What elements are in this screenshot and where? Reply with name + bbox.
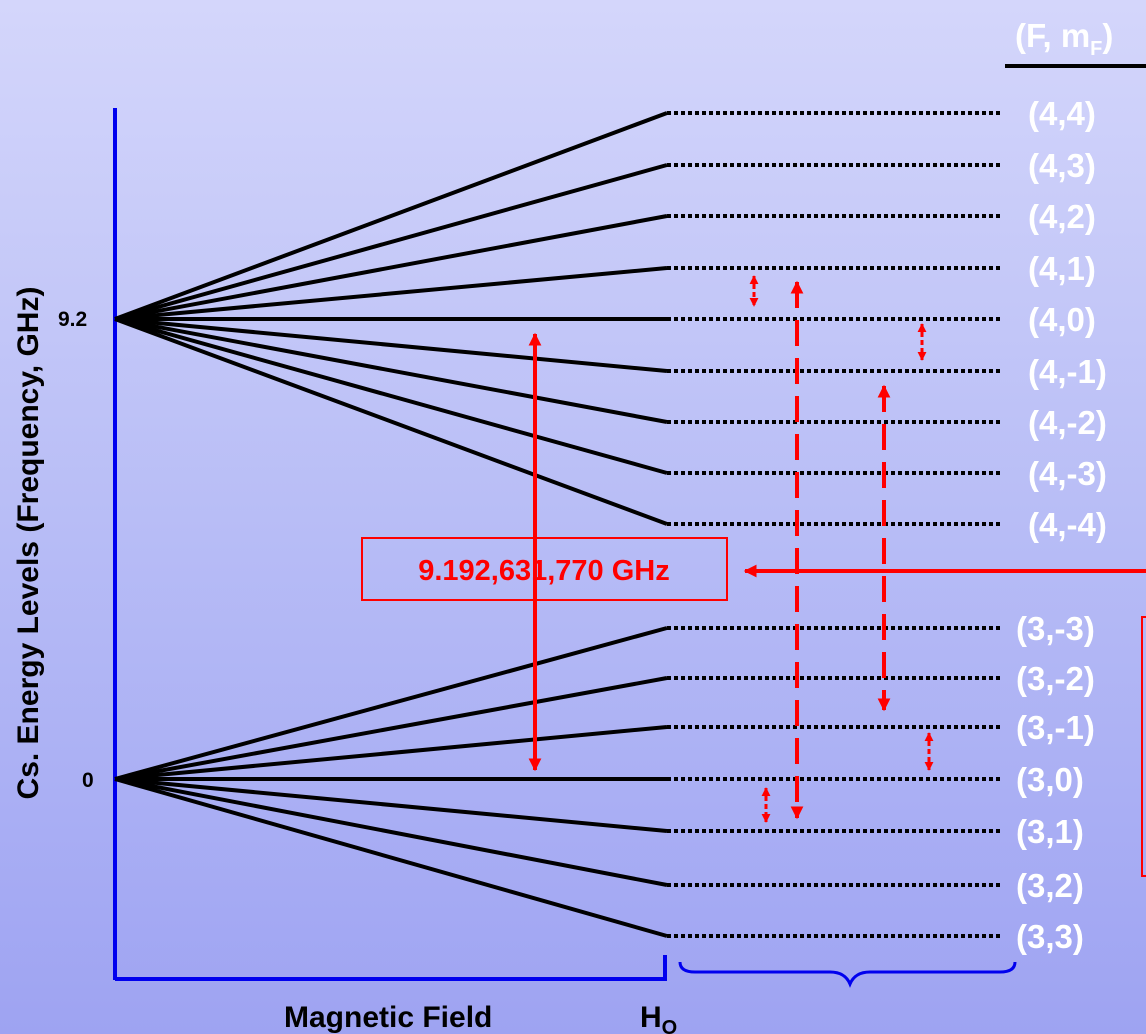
quantum-number-header: (F, mF) bbox=[1005, 17, 1146, 68]
upper-fan-line bbox=[114, 266, 668, 321]
upper-level-label: (4,-4) bbox=[1028, 506, 1107, 543]
field-label-sub: O bbox=[662, 1017, 678, 1034]
tick-lower: 0 bbox=[82, 769, 94, 792]
frequency-box-frame bbox=[361, 537, 728, 601]
frequency-label: 9.192,631,770 GHz bbox=[418, 555, 670, 587]
upper-level-label: (4,0) bbox=[1028, 301, 1096, 338]
upper-fan-line bbox=[114, 163, 668, 321]
lower-level-label: (3,2) bbox=[1016, 867, 1084, 904]
lower-fan-line bbox=[114, 777, 668, 938]
level-labels: (4,4) (4,3) (4,2) (4,1) (4,0) (4,-1) (4,-2) (4,… bbox=[1016, 95, 1107, 955]
upper-level-label: (4,-3) bbox=[1028, 455, 1107, 492]
upper-fan-line bbox=[114, 111, 668, 321]
lower-level-label: (3,3) bbox=[1016, 918, 1084, 955]
lower-fan-line bbox=[114, 676, 668, 781]
upper-level-label: (4,1) bbox=[1028, 250, 1096, 287]
upper-fan-line bbox=[114, 317, 668, 373]
field-label-main: H bbox=[640, 1001, 662, 1034]
upper-level-label: (4,4) bbox=[1028, 95, 1096, 132]
x-axis-label: Magnetic Field bbox=[284, 1001, 492, 1034]
y-axis-label: Cs. Energy Levels (Frequency, GHz) bbox=[12, 287, 45, 800]
header-close: ) bbox=[1102, 17, 1113, 54]
lower-level-label: (3,1) bbox=[1016, 813, 1084, 850]
lower-level-label: (3,0) bbox=[1016, 761, 1084, 798]
lower-fan-line bbox=[114, 725, 668, 781]
lower-fan-line bbox=[114, 626, 668, 781]
field-level-lines bbox=[667, 111, 1003, 938]
upper-fan-line bbox=[114, 317, 668, 475]
splitting-brace bbox=[678, 961, 1017, 988]
lower-fan-line bbox=[114, 777, 668, 833]
header-text: (F, m bbox=[1015, 17, 1090, 54]
tick-upper: 9.2 bbox=[58, 308, 87, 331]
lower-level-label: (3,-1) bbox=[1016, 709, 1095, 746]
svg-text:(F, mF): (F, mF) bbox=[1015, 17, 1113, 60]
lower-level-label: (3,-2) bbox=[1016, 660, 1095, 697]
field-label: HO bbox=[640, 1001, 677, 1034]
frequency-box: 9.192,631,770 GHz bbox=[361, 537, 728, 601]
upper-fan-line bbox=[114, 214, 668, 321]
upper-level-label: (4,-1) bbox=[1028, 353, 1107, 390]
zeeman-fan-lines bbox=[114, 111, 668, 938]
upper-level-label: (4,-2) bbox=[1028, 404, 1107, 441]
upper-fan-line bbox=[114, 317, 668, 424]
upper-level-label: (4,2) bbox=[1028, 198, 1096, 235]
cropped-side-box bbox=[1141, 616, 1146, 877]
lower-level-label: (3,-3) bbox=[1016, 610, 1095, 647]
header-subscript: F bbox=[1090, 38, 1102, 60]
upper-level-label: (4,3) bbox=[1028, 147, 1096, 184]
upper-fan-line bbox=[114, 317, 668, 526]
lower-fan-line bbox=[114, 777, 668, 887]
